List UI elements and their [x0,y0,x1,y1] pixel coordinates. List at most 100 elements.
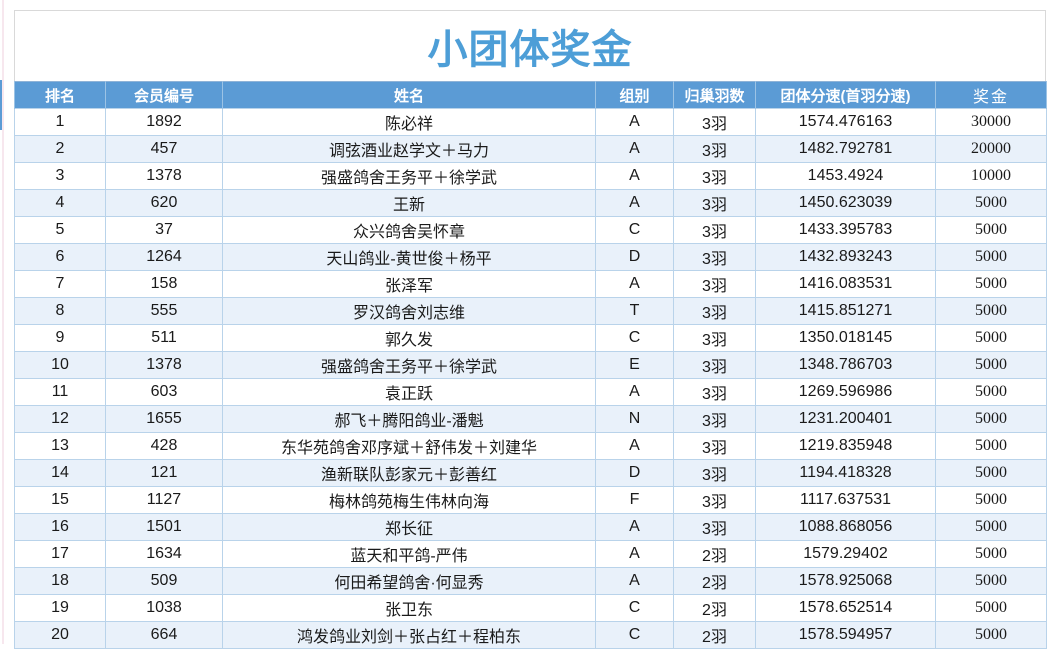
cell-speed: 1433.395783 [755,216,936,244]
cell-prize: 5000 [935,216,1047,244]
cell-group: D [595,243,674,271]
cell-group: A [595,567,674,595]
cell-speed: 1415.851271 [755,297,936,325]
cell-member-id: 511 [105,324,223,352]
cell-name: 渔新联队彭家元＋彭善红 [222,459,596,487]
report-sheet: 小团体奖金 排名 会员编号 姓名 组别 归巢羽数 团体分速(首羽分速) 奖金 1… [14,10,1047,649]
table-row: 17 1634 蓝天和平鸽-严伟 A 2羽 1579.29402 5000 [14,540,1047,568]
cell-group: C [595,216,674,244]
cell-speed: 1350.018145 [755,324,936,352]
table-row: 2 457 调弦酒业赵学文＋马力 A 3羽 1482.792781 20000 [14,135,1047,163]
table-row: 18 509 何田希望鸽舍·何显秀 A 2羽 1578.925068 5000 [14,567,1047,595]
cell-homing-birds: 3羽 [673,297,756,325]
cell-speed: 1194.418328 [755,459,936,487]
cell-rank: 7 [14,270,106,298]
cell-homing-birds: 3羽 [673,405,756,433]
cell-rank: 6 [14,243,106,271]
cell-name: 郝飞＋腾阳鸽业-潘魁 [222,405,596,433]
col-header-name: 姓名 [222,81,596,109]
table-row: 15 1127 梅林鸽苑梅生伟林向海 F 3羽 1117.637531 5000 [14,486,1047,514]
cell-speed: 1482.792781 [755,135,936,163]
cell-speed: 1416.083531 [755,270,936,298]
cell-group: A [595,378,674,406]
cell-prize: 5000 [935,189,1047,217]
cell-rank: 5 [14,216,106,244]
cell-name: 郑长征 [222,513,596,541]
cell-prize: 30000 [935,108,1047,136]
cell-prize: 20000 [935,135,1047,163]
cell-group: F [595,486,674,514]
screen-edge-artifact-blue [0,80,2,130]
cell-homing-birds: 3羽 [673,486,756,514]
col-header-prize: 奖金 [935,81,1047,109]
cell-homing-birds: 3羽 [673,189,756,217]
cell-name: 张泽军 [222,270,596,298]
cell-homing-birds: 3羽 [673,459,756,487]
col-header-group: 组别 [595,81,674,109]
cell-name: 何田希望鸽舍·何显秀 [222,567,596,595]
table-row: 8 555 罗汉鸽舍刘志维 T 3羽 1415.851271 5000 [14,297,1047,325]
cell-name: 张卫东 [222,594,596,622]
cell-group: A [595,513,674,541]
cell-name: 强盛鸽舍王务平＋徐学武 [222,351,596,379]
table-row: 6 1264 天山鸽业-黄世俊＋杨平 D 3羽 1432.893243 5000 [14,243,1047,271]
cell-group: N [595,405,674,433]
cell-member-id: 1501 [105,513,223,541]
cell-member-id: 1127 [105,486,223,514]
cell-rank: 9 [14,324,106,352]
cell-name: 陈必祥 [222,108,596,136]
cell-prize: 5000 [935,486,1047,514]
cell-speed: 1269.596986 [755,378,936,406]
cell-prize: 5000 [935,243,1047,271]
cell-group: A [595,162,674,190]
cell-member-id: 1038 [105,594,223,622]
cell-homing-birds: 2羽 [673,540,756,568]
cell-member-id: 457 [105,135,223,163]
cell-member-id: 1264 [105,243,223,271]
cell-prize: 5000 [935,513,1047,541]
cell-rank: 2 [14,135,106,163]
cell-speed: 1432.893243 [755,243,936,271]
cell-group: A [595,189,674,217]
cell-group: A [595,135,674,163]
cell-homing-birds: 3羽 [673,162,756,190]
header-row: 排名 会员编号 姓名 组别 归巢羽数 团体分速(首羽分速) 奖金 [14,81,1047,109]
cell-homing-birds: 3羽 [673,243,756,271]
cell-name: 天山鸽业-黄世俊＋杨平 [222,243,596,271]
cell-member-id: 509 [105,567,223,595]
cell-rank: 10 [14,351,106,379]
cell-rank: 11 [14,378,106,406]
table-row: 13 428 东华苑鸽舍邓序斌＋舒伟发＋刘建华 A 3羽 1219.835948 5000 [14,432,1047,460]
cell-name: 王新 [222,189,596,217]
cell-member-id: 664 [105,621,223,649]
cell-speed: 1453.4924 [755,162,936,190]
cell-speed: 1231.200401 [755,405,936,433]
cell-group: C [595,621,674,649]
cell-member-id: 1634 [105,540,223,568]
cell-rank: 3 [14,162,106,190]
cell-speed: 1450.623039 [755,189,936,217]
cell-name: 东华苑鸽舍邓序斌＋舒伟发＋刘建华 [222,432,596,460]
cell-group: C [595,324,674,352]
cell-speed: 1574.476163 [755,108,936,136]
cell-prize: 5000 [935,459,1047,487]
cell-rank: 14 [14,459,106,487]
cell-speed: 1117.637531 [755,486,936,514]
cell-member-id: 1378 [105,351,223,379]
cell-rank: 18 [14,567,106,595]
table-row: 11 603 袁正跃 A 3羽 1269.596986 5000 [14,378,1047,406]
cell-member-id: 158 [105,270,223,298]
table-row: 4 620 王新 A 3羽 1450.623039 5000 [14,189,1047,217]
cell-rank: 17 [14,540,106,568]
cell-speed: 1578.652514 [755,594,936,622]
cell-homing-birds: 3羽 [673,270,756,298]
cell-speed: 1578.594957 [755,621,936,649]
cell-homing-birds: 3羽 [673,135,756,163]
cell-prize: 5000 [935,540,1047,568]
cell-member-id: 603 [105,378,223,406]
cell-member-id: 428 [105,432,223,460]
prize-table: 排名 会员编号 姓名 组别 归巢羽数 团体分速(首羽分速) 奖金 1 1892 陈必… [14,81,1047,649]
cell-name: 蓝天和平鸽-严伟 [222,540,596,568]
cell-member-id: 121 [105,459,223,487]
